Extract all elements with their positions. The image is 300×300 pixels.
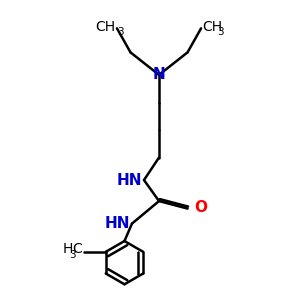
Text: 3: 3 [217, 27, 223, 37]
Text: HN: HN [105, 216, 130, 231]
Text: O: O [194, 200, 207, 214]
Text: CH: CH [202, 20, 223, 34]
Text: H: H [62, 242, 73, 256]
Text: HN: HN [117, 172, 142, 188]
Text: CH: CH [95, 20, 116, 34]
Text: C: C [73, 242, 82, 256]
Text: N: N [153, 68, 165, 82]
Text: 3: 3 [117, 27, 124, 37]
Text: 3: 3 [69, 250, 76, 260]
